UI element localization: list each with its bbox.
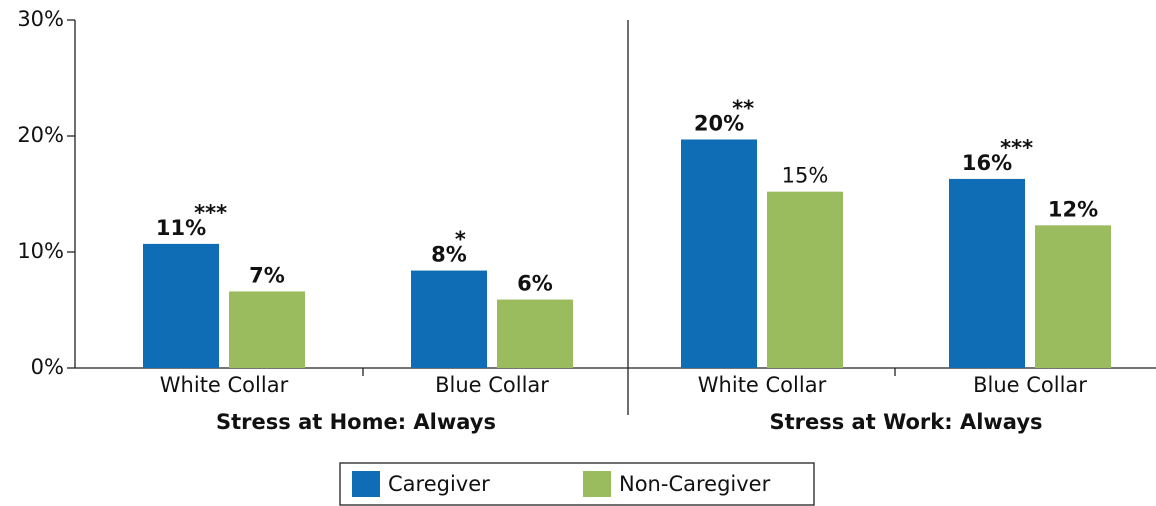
bar bbox=[411, 270, 487, 368]
bar bbox=[229, 291, 305, 368]
bar bbox=[949, 178, 1025, 368]
x-tick-label: White Collar bbox=[160, 373, 289, 397]
data-label: 11% bbox=[156, 216, 206, 240]
data-label: 12% bbox=[1048, 197, 1098, 221]
significance-marker: *** bbox=[194, 201, 227, 225]
legend-box bbox=[339, 462, 815, 506]
data-label: 16% bbox=[962, 151, 1012, 175]
bar bbox=[1035, 225, 1111, 368]
bar bbox=[497, 299, 573, 368]
x-tick-label: White Collar bbox=[698, 373, 827, 397]
bar bbox=[143, 243, 219, 368]
significance-marker: ** bbox=[732, 96, 754, 120]
significance-marker: *** bbox=[1000, 136, 1033, 160]
data-label: 7% bbox=[249, 263, 285, 287]
x-tick-label: Blue Collar bbox=[973, 373, 1087, 397]
significance-marker: * bbox=[455, 228, 466, 252]
y-tick-label: 20% bbox=[17, 123, 64, 147]
bar bbox=[767, 191, 843, 368]
data-label: 6% bbox=[517, 272, 553, 296]
data-label: 15% bbox=[782, 164, 829, 188]
y-tick-label: 10% bbox=[17, 239, 64, 263]
legend-swatch bbox=[583, 471, 611, 497]
group-label: Stress at Home: Always bbox=[216, 410, 496, 434]
x-tick-label: Blue Collar bbox=[435, 373, 549, 397]
data-label: 8% bbox=[431, 243, 467, 267]
legend-label: Caregiver bbox=[388, 472, 490, 496]
bar bbox=[681, 139, 757, 368]
y-tick-label: 0% bbox=[31, 355, 64, 379]
group-label: Stress at Work: Always bbox=[769, 410, 1042, 434]
y-tick-label: 30% bbox=[17, 7, 64, 31]
legend-swatch bbox=[352, 471, 380, 497]
legend-label: Non-Caregiver bbox=[619, 472, 771, 496]
data-label: 20% bbox=[694, 111, 744, 135]
